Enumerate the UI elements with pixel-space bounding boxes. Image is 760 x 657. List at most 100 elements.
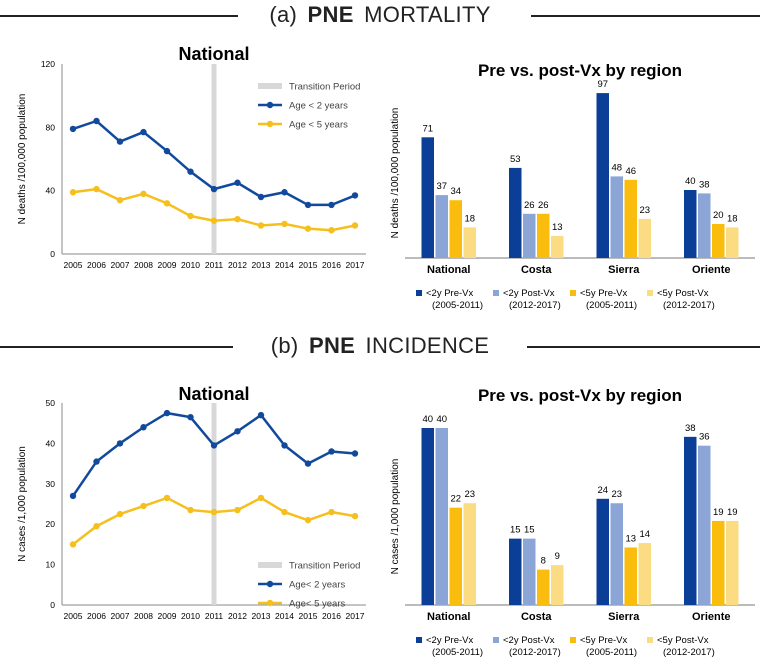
mortality-bar-legend-label: <2y Pre-Vx <box>426 288 474 299</box>
incidence-line-xtick-label: 2016 <box>322 611 341 621</box>
mortality-line-ytick-label: 0 <box>50 249 55 259</box>
mortality-line-legend-band-swatch <box>258 83 282 89</box>
mortality-line-xtick-label: 2005 <box>64 260 83 270</box>
incidence-bar-bar-value: 23 <box>611 489 622 500</box>
incidence-bar-bar <box>596 498 609 605</box>
incidence-line-xtick-label: 2017 <box>346 611 365 621</box>
incidence-line-ytick-label: 10 <box>46 560 56 570</box>
mortality-bar-bar <box>726 227 739 258</box>
mortality-line-point <box>163 200 171 207</box>
mortality-line-point <box>281 189 288 196</box>
mortality-line-legend-label: Age < 5 years <box>289 120 348 131</box>
incidence-bar-legend-label: <5y Post-Vx <box>657 635 709 646</box>
incidence-line-point <box>187 413 194 421</box>
incidence-line-xtick-label: 2007 <box>111 611 130 621</box>
incidence-bar-bar <box>638 543 651 605</box>
incidence-bar-legend-sub: (2005-2011) <box>432 647 483 657</box>
mortality-line-point <box>257 193 265 201</box>
mortality-bar-bar-value: 18 <box>727 213 738 224</box>
incidence-line-point <box>163 409 171 417</box>
mortality-bar-bar-value: 37 <box>436 181 447 192</box>
mortality-line-point <box>187 168 194 175</box>
mortality-bar-bar <box>537 213 550 258</box>
mortality-bar-bar <box>698 193 711 258</box>
mortality-bar-bar <box>712 224 725 258</box>
incidence-line-point <box>304 516 312 524</box>
incidence-bar-bar <box>698 445 711 605</box>
incidence-line-xtick-label: 2015 <box>299 611 318 621</box>
mortality-line-legend-marker <box>266 120 274 128</box>
incidence-line-legend-marker <box>266 580 274 588</box>
mortality-bar-bar-value: 26 <box>524 200 535 211</box>
incidence-line-point <box>351 450 359 457</box>
mortality-bar-legend-swatch <box>493 290 499 296</box>
mortality-bar-bar <box>624 179 637 258</box>
incidence-bar-title: Pre vs. post-Vx by region <box>478 386 682 405</box>
incidence-line-xtick-label: 2009 <box>158 611 177 621</box>
mortality-bar-bar-value: 23 <box>639 205 650 216</box>
incidence-bar-bar-value: 40 <box>436 414 447 425</box>
incidence-line-point <box>140 502 147 510</box>
mortality-line-xtick-label: 2010 <box>181 260 200 270</box>
incidence-line-point <box>234 428 241 435</box>
incidence-bar-legend-sub: (2012-2017) <box>509 647 561 657</box>
mortality-bar-category-label: National <box>427 264 470 276</box>
incidence-bar-bar <box>551 565 564 605</box>
mortality-bar-bar <box>551 235 564 258</box>
incidence-line-xtick-label: 2005 <box>64 611 83 621</box>
incidence-bar-bar <box>684 436 697 605</box>
mortality-bar-bar-value: 34 <box>450 186 461 197</box>
mortality-bar-title: Pre vs. post-Vx by region <box>478 61 682 80</box>
mortality-line-point <box>163 147 171 155</box>
incidence-line-point <box>210 508 218 516</box>
incidence-bar-bar <box>726 520 739 605</box>
mortality-line-xtick-label: 2017 <box>346 260 365 270</box>
mortality-bar-bar <box>435 195 448 258</box>
mortality-bar-bar <box>421 137 434 258</box>
mortality-line-point <box>351 222 359 229</box>
section-a-title: (a) PNE MORTALITY <box>261 2 499 27</box>
mortality-line-ytick-label: 120 <box>41 59 55 69</box>
incidence-bar-legend-swatch <box>647 637 653 643</box>
mortality-line-transition-band <box>211 64 217 254</box>
incidence-line-point <box>116 440 124 447</box>
mortality-bar-bar-value: 53 <box>510 154 521 165</box>
incidence-bar-bar-value: 8 <box>541 556 546 567</box>
mortality-line-xtick-label: 2011 <box>205 260 224 270</box>
incidence-line-point <box>304 460 312 467</box>
incidence-bar-bar <box>712 520 725 605</box>
mortality-bar-legend-sub: (2005-2011) <box>432 300 483 311</box>
mortality-line-point <box>304 201 312 209</box>
mortality-bar-legend-label: <5y Post-Vx <box>657 288 709 299</box>
incidence-bar-bar <box>537 569 550 605</box>
incidence-bar-bar <box>421 428 434 605</box>
incidence-bar-bar <box>523 538 536 605</box>
incidence-line-legend-label: Age< 5 years <box>289 599 345 610</box>
incidence-bar-legend-label: <2y Post-Vx <box>503 635 555 646</box>
mortality-line-xtick-label: 2009 <box>158 260 177 270</box>
incidence-bar-legend-label: <5y Pre-Vx <box>580 635 628 646</box>
incidence-line-legend-band-label: Transition Period <box>289 561 360 572</box>
incidence-bar-category-label: National <box>427 611 470 623</box>
incidence-line-xtick-label: 2006 <box>87 611 106 621</box>
mortality-bar-bar <box>509 167 522 258</box>
mortality-line-point <box>140 128 147 136</box>
mortality-bar-bar-value: 38 <box>699 179 710 190</box>
incidence-line-point <box>116 510 124 518</box>
mortality-bar-legend-sub: (2012-2017) <box>663 300 715 311</box>
mortality-bar-bar <box>638 218 651 258</box>
incidence-line-transition-band <box>211 403 217 605</box>
incidence-bar-legend-sub: (2005-2011) <box>586 647 637 657</box>
mortality-bar-bar-value: 48 <box>611 162 622 173</box>
incidence-bar-bar-value: 19 <box>713 507 724 518</box>
incidence-bar-bar-value: 19 <box>727 507 738 518</box>
mortality-bar-legend-sub: (2012-2017) <box>509 300 561 311</box>
incidence-line-ytick-label: 0 <box>50 600 55 610</box>
mortality-bar-legend-swatch <box>647 290 653 296</box>
mortality-bar-bar-value: 20 <box>713 210 724 221</box>
incidence-line-title: National <box>178 384 249 404</box>
incidence-line-xtick-label: 2010 <box>181 611 200 621</box>
mortality-line-point <box>93 117 100 125</box>
mortality-line-point <box>210 185 218 193</box>
incidence-bar-bar-value: 24 <box>597 485 608 496</box>
